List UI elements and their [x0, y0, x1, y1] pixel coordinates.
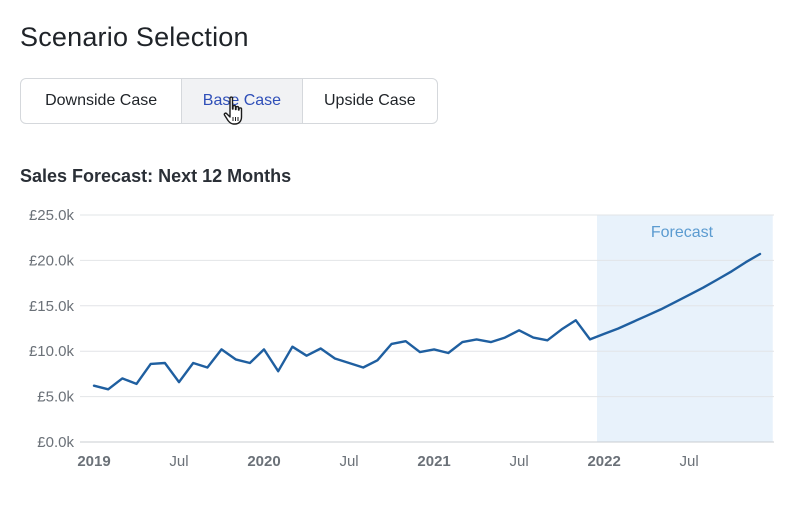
forecast-region — [597, 215, 773, 442]
x-tick-label: Jul — [169, 453, 188, 470]
y-tick-label: £20.0k — [29, 252, 75, 269]
y-tick-label: £0.0k — [37, 434, 74, 451]
y-tick-label: £10.0k — [29, 343, 75, 360]
x-tick-label: Jul — [339, 453, 358, 470]
x-tick-label: 2022 — [587, 453, 620, 470]
sales-forecast-chart: £0.0k £5.0k £10.0k £15.0k £20.0k £25.0k 2019 Ju… — [29, 207, 774, 470]
chart-title: Sales Forecast: Next 12 Months — [20, 166, 292, 186]
x-tick-label: Jul — [510, 453, 529, 470]
x-tick-label: 2021 — [417, 453, 450, 470]
scenario-downside-button[interactable]: Downside Case — [45, 92, 158, 109]
x-tick-label: Jul — [680, 453, 699, 470]
hand-pointer-icon — [223, 96, 243, 125]
forecast-label: Forecast — [651, 224, 714, 241]
scenario-segmented-control: Downside Case Base Case Upside Case — [20, 78, 438, 124]
y-tick-label: £5.0k — [37, 389, 74, 406]
sales-series-line — [92, 252, 762, 391]
page-title: Scenario Selection — [20, 22, 249, 52]
y-tick-label: £25.0k — [29, 207, 75, 224]
scenario-upside-button[interactable]: Upside Case — [301, 79, 437, 123]
y-tick-label: £15.0k — [29, 298, 75, 315]
x-tick-label: 2019 — [77, 453, 110, 470]
x-tick-label: 2020 — [247, 453, 280, 470]
